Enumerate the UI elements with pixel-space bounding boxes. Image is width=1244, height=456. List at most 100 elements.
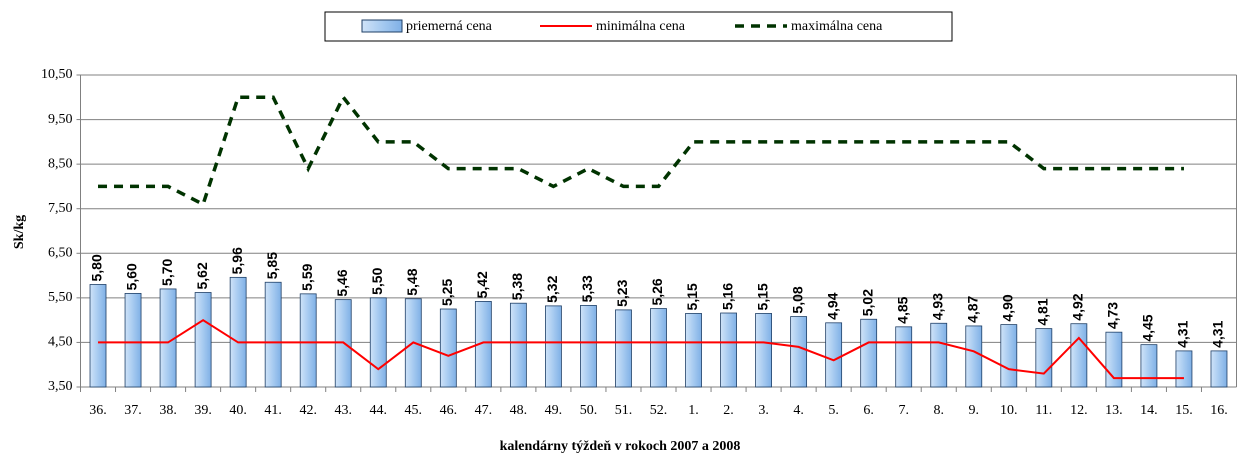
x-tick-label: 11. [1035, 403, 1052, 418]
x-axis-label: kalendárny týždeň v rokoch 2007 a 2008 [500, 439, 741, 454]
x-tick-label: 48. [510, 403, 528, 418]
data-label: 5,85 [264, 252, 280, 279]
data-label: 5,59 [299, 263, 315, 290]
y-tick-label: 8,50 [48, 156, 73, 171]
bar [895, 326, 913, 388]
y-tick-label: 3,50 [48, 379, 73, 394]
bar [89, 284, 107, 388]
bar [580, 305, 597, 388]
data-label: 5,60 [124, 263, 140, 290]
data-label: 5,80 [89, 254, 105, 281]
bar [194, 292, 212, 388]
data-label: 5,08 [789, 286, 805, 313]
x-tick-label: 52. [650, 403, 668, 418]
bar [825, 322, 843, 388]
bar [790, 316, 808, 388]
data-label: 4,31 [1175, 320, 1191, 347]
x-tick-label: 44. [370, 403, 388, 418]
bar [615, 309, 632, 388]
data-label: 5,50 [369, 267, 385, 294]
legend-swatch [361, 19, 403, 33]
bar [685, 313, 702, 388]
data-label: 4,81 [1035, 298, 1051, 325]
data-label: 4,94 [824, 292, 840, 319]
y-tick-label: 10,50 [41, 67, 73, 82]
bar [930, 322, 948, 388]
legend-label: maximálna cena [791, 19, 883, 34]
x-tick-label: 10. [1000, 403, 1018, 418]
data-label: 4,85 [894, 296, 910, 323]
x-tick-label: 37. [124, 403, 142, 418]
bar [1035, 328, 1053, 388]
data-label: 5,15 [684, 283, 700, 310]
x-tick-label: 45. [405, 403, 423, 418]
data-label: 5,23 [614, 279, 630, 306]
data-label: 5,38 [509, 273, 525, 300]
x-tick-label: 7. [898, 403, 909, 418]
y-axis-label: Sk/kg [12, 215, 27, 249]
x-tick-label: 6. [863, 403, 874, 418]
y-tick-label: 4,50 [48, 335, 73, 350]
bar [965, 325, 983, 388]
bar [229, 276, 247, 388]
bar [1140, 344, 1158, 388]
data-label: 5,33 [579, 275, 595, 302]
bar [1000, 324, 1018, 388]
x-tick-label: 14. [1140, 403, 1158, 418]
x-tick-label: 49. [545, 403, 563, 418]
data-label: 5,25 [439, 279, 455, 306]
x-tick-label: 36. [89, 403, 107, 418]
bar [1175, 350, 1193, 388]
bar [755, 313, 772, 388]
bar [299, 293, 317, 388]
data-label: 5,70 [159, 258, 175, 285]
x-tick-label: 39. [194, 403, 212, 418]
x-tick-label: 8. [933, 403, 944, 418]
x-tick-label: 51. [615, 403, 633, 418]
line [98, 318, 1184, 380]
x-tick-label: 4. [793, 403, 804, 418]
x-tick-label: 15. [1175, 403, 1193, 418]
x-tick-label: 12. [1070, 403, 1088, 418]
x-tick-label: 47. [475, 403, 493, 418]
x-tick-label: 46. [440, 403, 458, 418]
x-tick-label: 41. [264, 403, 282, 418]
x-tick-label: 16. [1210, 403, 1228, 418]
x-tick-label: 3. [758, 403, 769, 418]
x-tick-label: 9. [969, 403, 980, 418]
x-tick-label: 50. [580, 403, 598, 418]
data-label: 4,93 [929, 293, 945, 320]
x-tick-label: 43. [334, 403, 352, 418]
data-label: 4,45 [1140, 314, 1156, 341]
bar [1210, 350, 1228, 388]
x-tick-label: 40. [229, 403, 247, 418]
bar [439, 308, 457, 388]
legend-box [324, 11, 953, 42]
bar [124, 292, 142, 388]
data-label: 5,02 [859, 289, 875, 316]
data-label: 4,90 [1000, 294, 1016, 321]
y-tick-label: 6,50 [48, 246, 73, 261]
bar [545, 305, 562, 388]
data-label: 4,92 [1070, 293, 1086, 320]
data-label: 5,15 [754, 283, 770, 310]
bar [720, 312, 737, 388]
y-tick-label: 5,50 [48, 290, 73, 305]
bar [369, 297, 387, 388]
data-label: 5,26 [649, 278, 665, 305]
x-tick-label: 13. [1105, 403, 1123, 418]
data-label: 4,87 [964, 295, 980, 322]
y-tick-label: 9,50 [48, 112, 73, 127]
data-label: 5,46 [334, 269, 350, 296]
y-tick-label: 7,50 [48, 201, 73, 216]
bar [1070, 323, 1088, 388]
data-label: 5,16 [719, 283, 735, 310]
data-label: 4,31 [1210, 320, 1226, 347]
data-label: 4,73 [1105, 302, 1121, 329]
data-label: 5,62 [194, 262, 210, 289]
bar [474, 301, 492, 388]
data-label: 5,42 [474, 271, 490, 298]
legend-label: minimálna cena [596, 19, 686, 34]
legend-label: priemerná cena [406, 19, 493, 34]
